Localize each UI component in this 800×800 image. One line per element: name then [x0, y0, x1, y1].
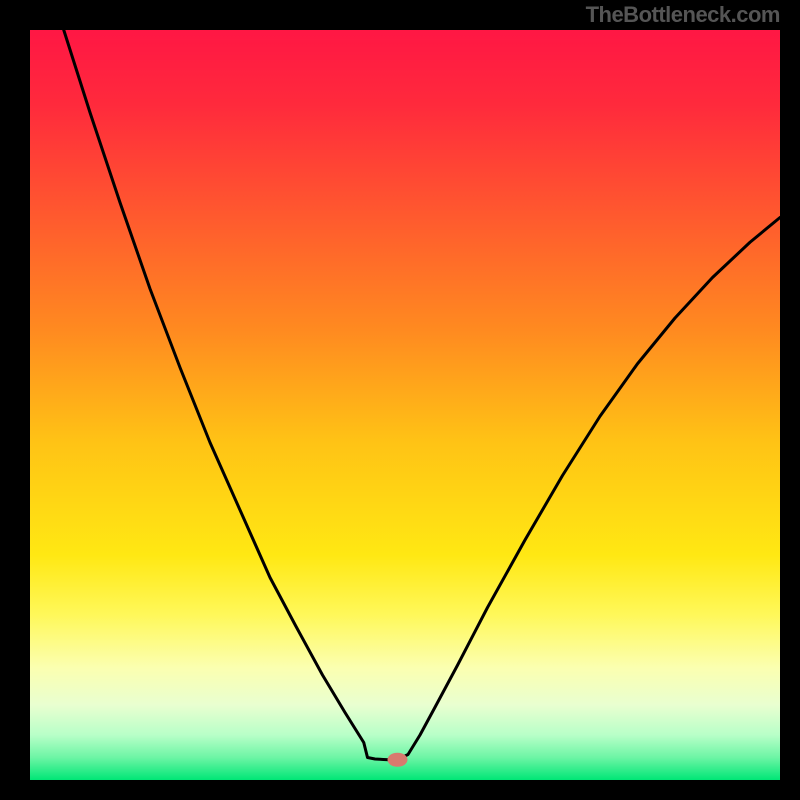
watermark-text: TheBottleneck.com	[586, 2, 780, 28]
chart-frame: TheBottleneck.com	[0, 0, 800, 800]
gradient-background	[30, 30, 780, 780]
bottleneck-chart	[0, 0, 800, 800]
optimal-point-marker	[388, 753, 408, 767]
